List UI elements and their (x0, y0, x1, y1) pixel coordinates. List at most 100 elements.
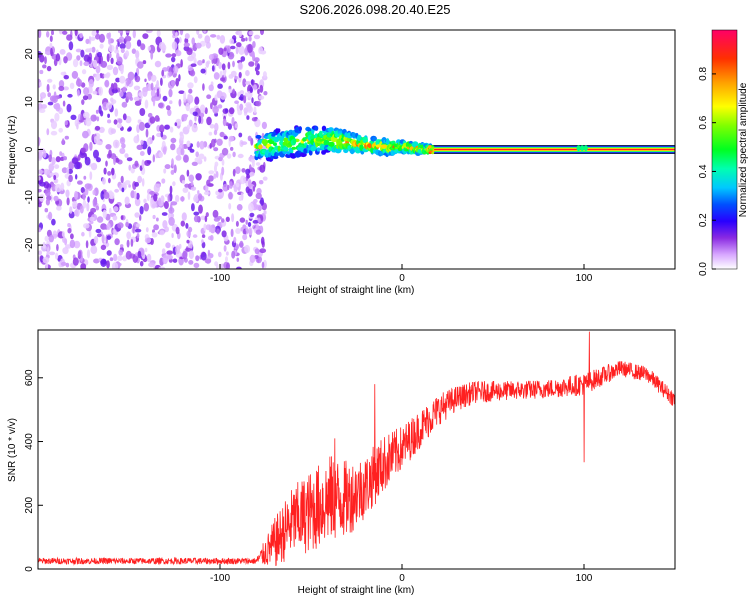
noise-blob (144, 99, 149, 109)
noise-blob (100, 60, 108, 68)
noise-blob (60, 261, 67, 266)
noise-blob (204, 107, 208, 115)
noise-blob (230, 228, 234, 238)
noise-blob (106, 250, 112, 256)
noise-blob (39, 194, 45, 202)
noise-blob (247, 43, 253, 54)
noise-blob (122, 113, 127, 121)
signal-blob (359, 144, 364, 149)
noise-blob (93, 149, 99, 159)
noise-blob (111, 167, 115, 176)
noise-blob (190, 63, 197, 67)
noise-blob (231, 250, 236, 259)
noise-blob (62, 86, 69, 91)
noise-blob (171, 53, 177, 58)
noise-blob (246, 103, 252, 112)
noise-blob (158, 266, 166, 269)
noise-blob (222, 118, 227, 127)
noise-blob (132, 30, 136, 39)
noise-blob (225, 108, 228, 113)
noise-blob (139, 205, 144, 215)
noise-blob (225, 122, 229, 127)
colorbar-ticks: 0.0 0.2 0.4 0.6 0.8 (698, 67, 716, 276)
noise-blob (256, 239, 260, 244)
noise-blob (80, 147, 87, 154)
noise-blob (237, 153, 244, 159)
noise-blob (235, 166, 241, 174)
noise-blob (67, 93, 73, 98)
noise-blob (112, 82, 118, 91)
noise-blob (66, 197, 70, 206)
noise-blob (214, 94, 218, 101)
noise-blob (162, 95, 168, 102)
noise-blob (45, 262, 49, 269)
noise-blob (46, 65, 52, 72)
noise-blob (231, 213, 235, 223)
noise-blob (106, 260, 110, 269)
noise-blob (116, 255, 123, 262)
noise-blob (207, 249, 211, 256)
noise-blob (208, 170, 215, 175)
noise-blob (95, 73, 101, 82)
noise-blob (67, 223, 71, 228)
noise-blob (202, 83, 205, 91)
noise-blob (114, 188, 119, 193)
noise-blob (170, 137, 177, 144)
signal-blob (277, 145, 281, 152)
noise-blob (95, 228, 102, 234)
noise-blob (110, 97, 114, 103)
noise-blob (53, 195, 59, 202)
snr-series-line (38, 331, 675, 567)
noise-blob (164, 124, 170, 130)
noise-blob (125, 50, 130, 57)
signal-blob (372, 136, 377, 142)
noise-blob (96, 233, 102, 238)
noise-blob (141, 159, 145, 169)
noise-blob (179, 30, 184, 36)
noise-blob (248, 227, 253, 236)
noise-blob (107, 171, 112, 176)
noise-blob (158, 151, 164, 158)
noise-blob (253, 198, 258, 204)
noise-blob (90, 207, 97, 213)
noise-blob (75, 48, 82, 53)
heatmap-signal-track (253, 125, 675, 162)
noise-blob (186, 124, 191, 130)
noise-blob (208, 224, 212, 233)
noise-blob (135, 223, 141, 228)
noise-blob (218, 47, 224, 55)
noise-blob (146, 193, 150, 201)
signal-blob (273, 137, 280, 143)
noise-blob (171, 233, 174, 238)
noise-blob (145, 227, 149, 233)
noise-blob (99, 43, 104, 49)
noise-blob (64, 120, 69, 126)
noise-blob (112, 215, 118, 221)
snr-y-tick-label: 200 (24, 496, 35, 513)
noise-blob (79, 205, 84, 214)
noise-blob (198, 115, 202, 125)
noise-blob (254, 248, 260, 255)
noise-blob (85, 117, 92, 127)
noise-blob (204, 258, 212, 264)
noise-blob (243, 95, 247, 104)
noise-blob (179, 133, 185, 141)
snr-y-label: SNR (10 * v/v) (7, 418, 18, 482)
noise-blob (171, 158, 174, 167)
noise-blob (246, 173, 251, 179)
noise-blob (72, 58, 79, 68)
noise-blob (96, 157, 101, 163)
heatmap-y-tick-label: -10 (24, 190, 35, 205)
signal-blob (431, 146, 435, 150)
noise-blob (216, 228, 220, 235)
noise-blob (45, 198, 51, 206)
noise-blob (106, 53, 110, 62)
noise-blob (90, 114, 97, 122)
noise-blob (162, 254, 168, 265)
noise-blob (212, 105, 219, 114)
noise-blob (66, 34, 73, 41)
noise-blob (142, 33, 149, 39)
noise-blob (257, 88, 260, 95)
noise-blob (47, 101, 54, 106)
noise-blob (191, 161, 198, 166)
